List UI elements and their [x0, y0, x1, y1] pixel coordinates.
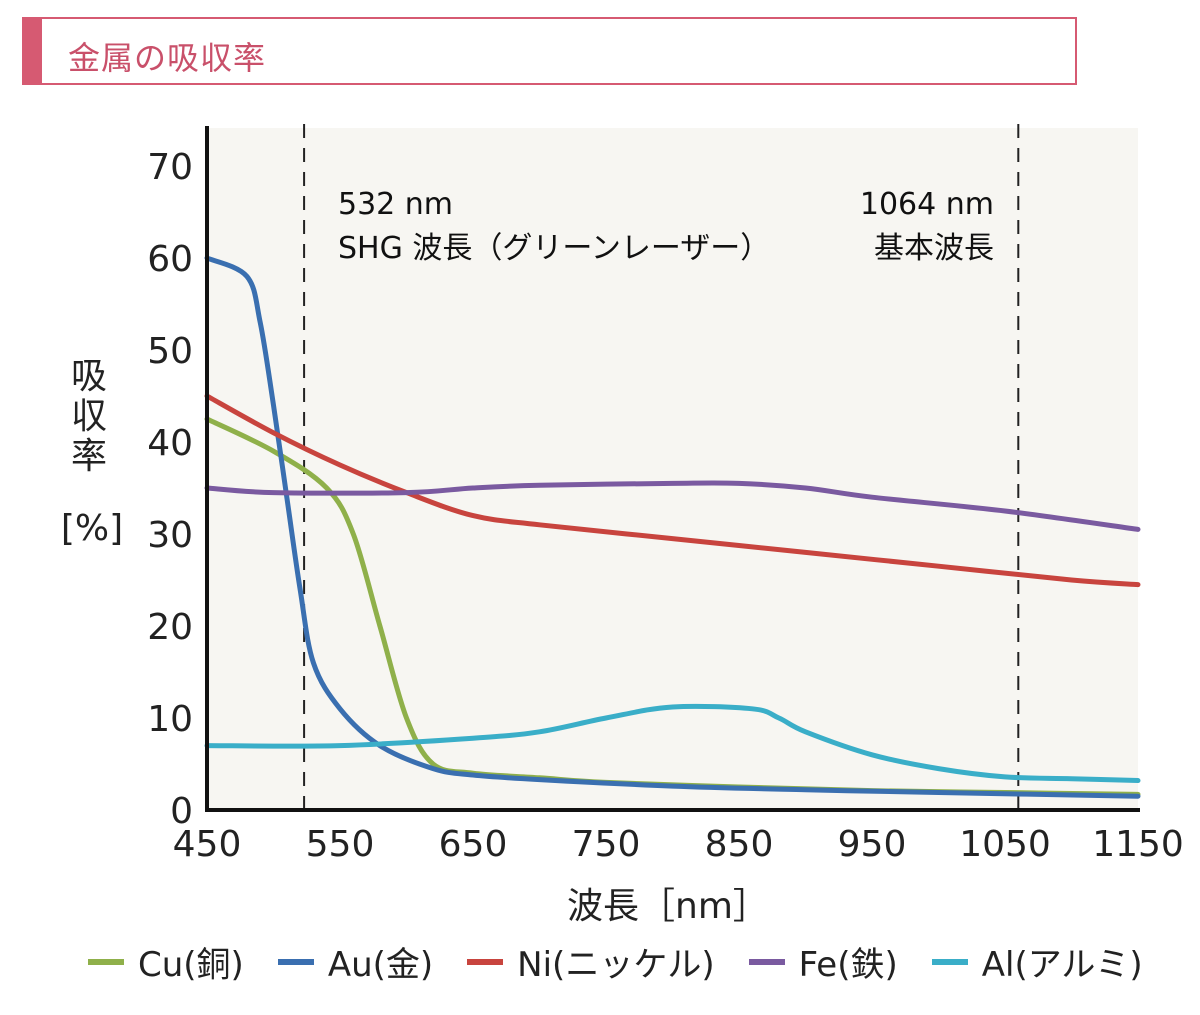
legend-swatch	[931, 958, 968, 965]
x-tick-label: 550	[306, 824, 375, 865]
legend-item: Fe(鉄)	[748, 937, 898, 986]
x-tick-label: 850	[705, 824, 774, 865]
legend-swatch	[748, 958, 785, 965]
y-tick-label: 0	[170, 791, 193, 832]
y-tick-label: 20	[147, 607, 193, 648]
series-line-5	[204, 703, 1141, 784]
legend-label: Fe(鉄)	[798, 945, 898, 985]
legend-label: Au(金)	[327, 945, 434, 985]
y-axis-unit: [%]	[61, 508, 123, 549]
y-tick-label: 60	[147, 239, 193, 280]
legend: Cu(銅) Au(金) Ni(ニッケル) Fe(鉄) Al(アルミ)	[88, 937, 1177, 986]
y-axis-label-char: 収	[71, 396, 107, 437]
legend-label: Cu(銅)	[138, 945, 244, 985]
series-line-4	[204, 480, 1141, 532]
x-tick-label: 1050	[959, 824, 1051, 865]
title-accent-bar	[24, 19, 42, 83]
legend-swatch	[467, 958, 504, 965]
legend-item: Au(金)	[277, 937, 434, 986]
y-tick-label: 40	[147, 423, 193, 464]
y-tick-label: 30	[147, 515, 193, 556]
y-tick-label: 10	[147, 699, 193, 740]
legend-item: Ni(ニッケル)	[467, 937, 715, 986]
legend-label: Al(アルミ)	[981, 945, 1143, 985]
legend-swatch	[88, 958, 124, 965]
x-tick-label: 450	[173, 824, 242, 865]
reference-label-2-line-2: 基本波長	[874, 231, 994, 266]
reference-label-1-line-1: 532 nm	[338, 187, 453, 222]
legend-swatch	[277, 958, 314, 965]
y-tick-label: 70	[147, 147, 193, 188]
plot-background	[207, 128, 1138, 810]
y-axis-label-char: 率	[71, 436, 107, 477]
x-axis-label: 波長［nm］	[567, 886, 769, 927]
reference-label-1-line-2: SHG 波長（グリーンレーザー）	[338, 231, 770, 266]
x-tick-label: 650	[439, 824, 508, 865]
x-tick-label: 750	[572, 824, 641, 865]
y-tick-label: 50	[147, 331, 193, 372]
series-line-2	[204, 255, 1141, 799]
title-box: 金属の吸収率	[22, 17, 1077, 85]
x-tick-label: 1150	[1092, 824, 1184, 865]
y-axis-label-char: 吸	[71, 356, 107, 397]
legend-item: Cu(銅)	[88, 937, 244, 986]
legend-label: Ni(ニッケル)	[517, 945, 715, 985]
legend-item: Al(アルミ)	[931, 937, 1143, 986]
reference-label-2-line-1: 1064 nm	[860, 187, 994, 222]
series-line-3	[204, 393, 1141, 588]
chart-title: 金属の吸収率	[68, 39, 267, 77]
x-tick-label: 950	[838, 824, 907, 865]
